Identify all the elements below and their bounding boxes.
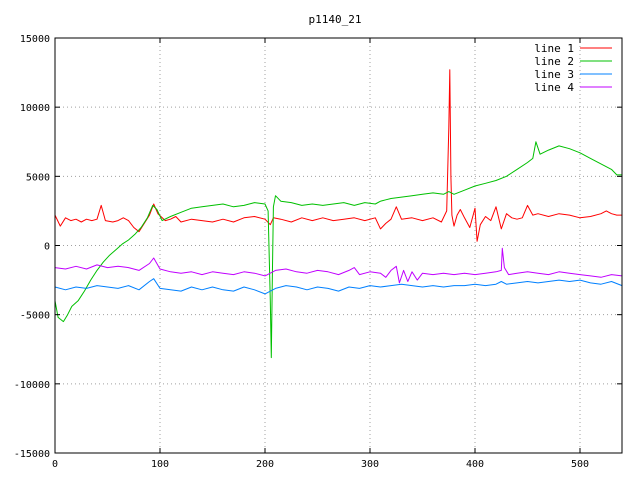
x-tick-label: 0 <box>52 459 58 470</box>
legend-label: line 1 <box>534 42 574 55</box>
series-line-3 <box>54 278 623 295</box>
chart-title: p1140_21 <box>309 13 362 26</box>
legend-label: line 3 <box>534 68 574 81</box>
y-tick-label: -15000 <box>14 449 50 460</box>
plot-frame <box>54 37 623 454</box>
series-line-2 <box>54 141 622 359</box>
grid-lines <box>55 38 622 453</box>
y-tick-label: 5000 <box>26 172 50 183</box>
legend-label: line 4 <box>534 81 574 94</box>
x-tick-label: 300 <box>361 459 379 470</box>
y-tick-label: 15000 <box>20 34 50 45</box>
y-axis-ticks: -15000 -10000 -5000 0 5000 10000 15000 <box>14 34 622 460</box>
y-tick-label: 10000 <box>20 103 50 114</box>
series-line-1 <box>54 69 622 242</box>
x-tick-label: 200 <box>256 459 274 470</box>
x-axis-ticks: 0 100 200 300 400 500 <box>52 38 589 470</box>
x-tick-label: 500 <box>571 459 589 470</box>
x-tick-label: 400 <box>466 459 484 470</box>
x-tick-label: 100 <box>151 459 169 470</box>
y-tick-label: 0 <box>44 242 50 253</box>
series-lines <box>54 69 623 359</box>
legend-label: line 2 <box>534 55 574 68</box>
series-line-4 <box>54 247 623 284</box>
y-tick-label: -5000 <box>20 311 50 322</box>
y-tick-label: -10000 <box>14 380 50 391</box>
